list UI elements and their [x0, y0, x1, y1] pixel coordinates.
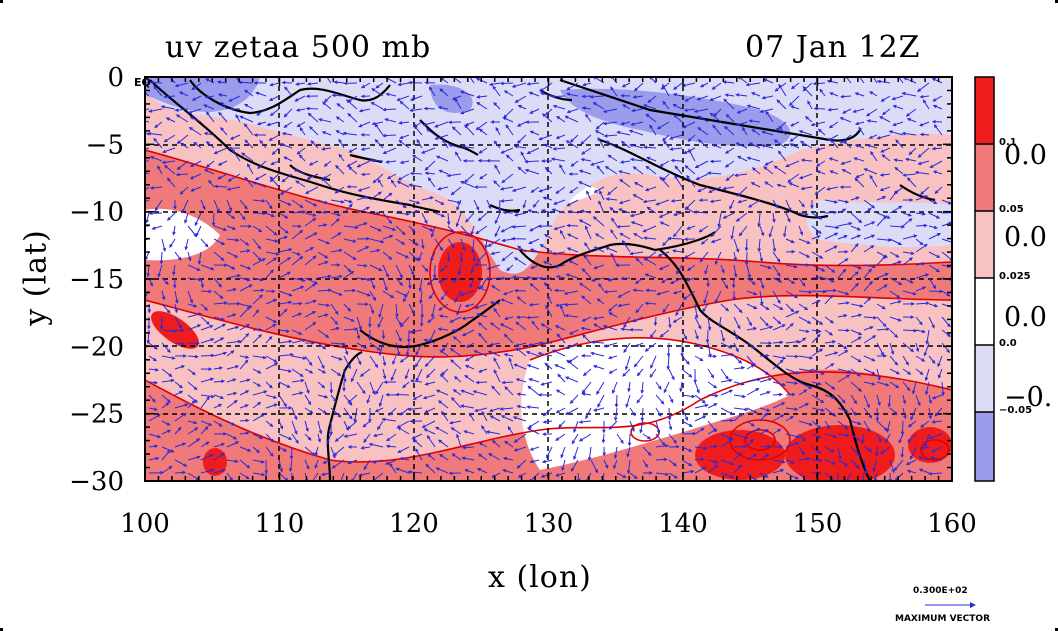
corner-dot [1055, 0, 1058, 3]
colorbar-side-label-3: 0.0 [1004, 302, 1047, 333]
colorbar-side-label-1: 0.0 [1004, 140, 1047, 171]
x-tick-labels: 100 110 120 130 140 150 160 [120, 509, 977, 539]
x-tick-label: 140 [658, 509, 708, 539]
colorbar-side-label-2: 0.0 [1004, 222, 1047, 253]
equator-label: EQ [134, 76, 151, 89]
colorbar-level-4: 0.0 [999, 338, 1017, 349]
colorbar-segment-6 [975, 412, 994, 481]
colorbar-segment-2 [975, 144, 994, 211]
y-tick-labels: 0 −5 −10 −15 −20 −25 −30 [69, 63, 124, 497]
colorbar-level-3: 0.025 [999, 271, 1031, 282]
colorbar-level-2: 0.05 [999, 204, 1024, 215]
corner-dot [1055, 628, 1058, 631]
corner-dot [0, 0, 3, 3]
x-tick-label: 160 [927, 509, 977, 539]
x-tick-label: 110 [255, 509, 305, 539]
y-tick-label: −25 [69, 400, 124, 430]
x-tick-label: 150 [793, 509, 843, 539]
x-axis-label: x (lon) [488, 560, 592, 595]
colorbar-segment-3 [975, 211, 994, 278]
axis-ticks [144, 76, 953, 482]
x-tick-label: 130 [524, 509, 574, 539]
vorticity-maximum-far-east [908, 427, 952, 463]
colorbar-level-5: −0.05 [999, 405, 1033, 416]
map-title: uv zetaa 500 mb [165, 30, 432, 65]
y-tick-label: −20 [69, 332, 124, 362]
colorbar-segment-1 [975, 77, 994, 144]
max-vector-label: MAXIMUM VECTOR [895, 614, 991, 624]
lat-lon-grid [145, 77, 952, 481]
max-vector-value: 0.300E+02 [913, 586, 968, 596]
x-tick-label: 100 [120, 509, 170, 539]
map-timestamp: 07 Jan 12Z [745, 30, 921, 65]
corner-dot [0, 628, 3, 631]
y-tick-label: −10 [69, 198, 124, 228]
colorbar-segment-5 [975, 345, 994, 412]
x-tick-label: 120 [389, 509, 439, 539]
y-tick-label: −15 [69, 265, 124, 295]
wind-vectors [145, 77, 952, 481]
colorbar-level-1: 0.1 [999, 137, 1017, 148]
y-axis-label: y (lat) [18, 229, 54, 326]
y-tick-label: 0 [107, 63, 124, 93]
colorbar-side-label-4: −0. [1004, 382, 1053, 413]
colorbar [974, 76, 995, 482]
vorticity-maximum-southeast [785, 425, 895, 481]
colorbar-segment-4 [975, 278, 994, 345]
y-tick-label: −30 [69, 467, 124, 497]
y-tick-label: −5 [86, 130, 124, 160]
vorticity-field [145, 77, 952, 481]
